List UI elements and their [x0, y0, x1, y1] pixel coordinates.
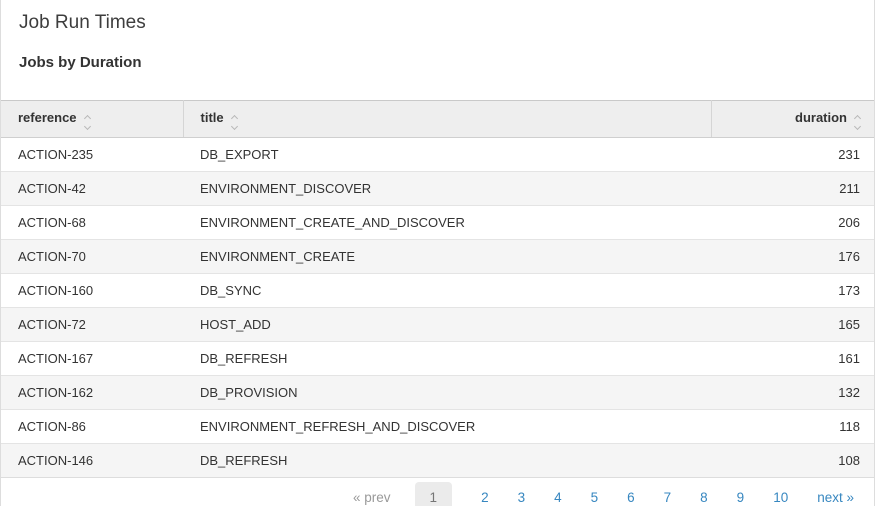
table-row: ACTION-162 DB_PROVISION 132	[1, 375, 874, 410]
cell-reference: ACTION-162	[1, 375, 183, 410]
table-body: ACTION-235 DB_EXPORT 231 ACTION-42 ENVIRONME…	[1, 138, 874, 478]
sort-icon	[853, 114, 862, 131]
page-title: Job Run Times	[19, 12, 146, 33]
cell-reference: ACTION-86	[1, 409, 183, 444]
cell-duration: 231	[838, 147, 860, 162]
section-title: Jobs by Duration	[19, 54, 142, 71]
sort-icon	[83, 114, 91, 131]
table-row: ACTION-235 DB_EXPORT 231	[1, 138, 874, 172]
cell-reference: ACTION-42	[1, 171, 183, 206]
table-row: ACTION-160 DB_SYNC 173	[1, 273, 874, 308]
cell-reference: ACTION-167	[1, 341, 183, 376]
cell-duration: 108	[711, 443, 874, 478]
cell-duration: 206	[711, 205, 874, 240]
cell-title: ENVIRONMENT_REFRESH_AND_DISCOVER	[183, 409, 711, 444]
cell-title: ENVIRONMENT_CREATE	[183, 239, 711, 274]
column-header-title[interactable]: title	[183, 100, 712, 138]
cell-title: DB_PROVISION	[183, 375, 711, 410]
next-button[interactable]: next »	[817, 490, 854, 505]
cell-reference: ACTION-68	[1, 205, 183, 240]
cell-duration: 176	[711, 239, 874, 274]
column-header-reference[interactable]: reference	[1, 100, 184, 138]
page-link-6[interactable]: 6	[627, 490, 635, 505]
table-header: reference title duration	[1, 100, 874, 138]
page-links: 1 2 3 4 5 6 7 8 9 10	[391, 482, 789, 506]
cell-reference: ACTION-160	[1, 273, 183, 308]
column-header-label: reference	[18, 110, 77, 125]
cell-title: HOST_ADD	[183, 307, 711, 342]
table-row: ACTION-86 ENVIRONMENT_REFRESH_AND_DISCOVE…	[1, 409, 874, 444]
cell-duration: 173	[711, 273, 874, 308]
table-row: ACTION-167 DB_REFRESH 161	[1, 341, 874, 376]
page-link-2[interactable]: 2	[481, 490, 489, 505]
page-link-7[interactable]: 7	[663, 490, 672, 505]
jobs-table: reference title duration ACTION-235 DB_EX…	[1, 100, 874, 478]
column-header-duration[interactable]: duration	[711, 100, 874, 138]
cell-reference: ACTION-70	[1, 239, 183, 274]
cell-duration: 118	[711, 409, 874, 444]
table-row: ACTION-70 ENVIRONMENT_CREATE 176	[1, 239, 874, 274]
cell-title: ENVIRONMENT_CREATE_AND_DISCOVER	[183, 205, 711, 240]
page-link-9[interactable]: 9	[736, 490, 745, 505]
cell-title: DB_REFRESH	[183, 443, 711, 478]
page-link-5[interactable]: 5	[590, 490, 599, 505]
table-row: ACTION-68 ENVIRONMENT_CREATE_AND_DISCOVER…	[1, 205, 874, 240]
sort-icon	[230, 114, 238, 131]
cell-reference: ACTION-72	[1, 307, 183, 342]
page-link-10[interactable]: 10	[773, 490, 789, 505]
table-row: ACTION-146 DB_REFRESH 108	[1, 443, 874, 478]
page-link-4[interactable]: 4	[554, 490, 562, 505]
table-row: ACTION-72 HOST_ADD 165	[1, 307, 874, 342]
cell-reference: ACTION-146	[1, 443, 183, 478]
cell-title: DB_REFRESH	[183, 341, 711, 376]
cell-duration: 211	[711, 171, 874, 206]
cell-duration: 161	[711, 341, 874, 376]
page-link-8[interactable]: 8	[700, 490, 708, 505]
cell-reference: ACTION-235	[18, 147, 94, 162]
page-link-3[interactable]: 3	[517, 490, 526, 505]
column-header-label: title	[200, 110, 224, 125]
column-header-label: duration	[795, 110, 847, 125]
cell-title: DB_EXPORT	[200, 147, 279, 162]
cell-duration: 165	[711, 307, 874, 342]
cell-title: ENVIRONMENT_DISCOVER	[183, 171, 711, 206]
table-row: ACTION-42 ENVIRONMENT_DISCOVER 211	[1, 171, 874, 206]
prev-button[interactable]: « prev	[353, 490, 391, 505]
cell-title: DB_SYNC	[183, 273, 711, 308]
cell-duration: 132	[711, 375, 874, 410]
pagination: « prev 1 2 3 4 5 6 7 8 9 10 next »	[1, 478, 874, 506]
page-current[interactable]: 1	[414, 482, 453, 506]
